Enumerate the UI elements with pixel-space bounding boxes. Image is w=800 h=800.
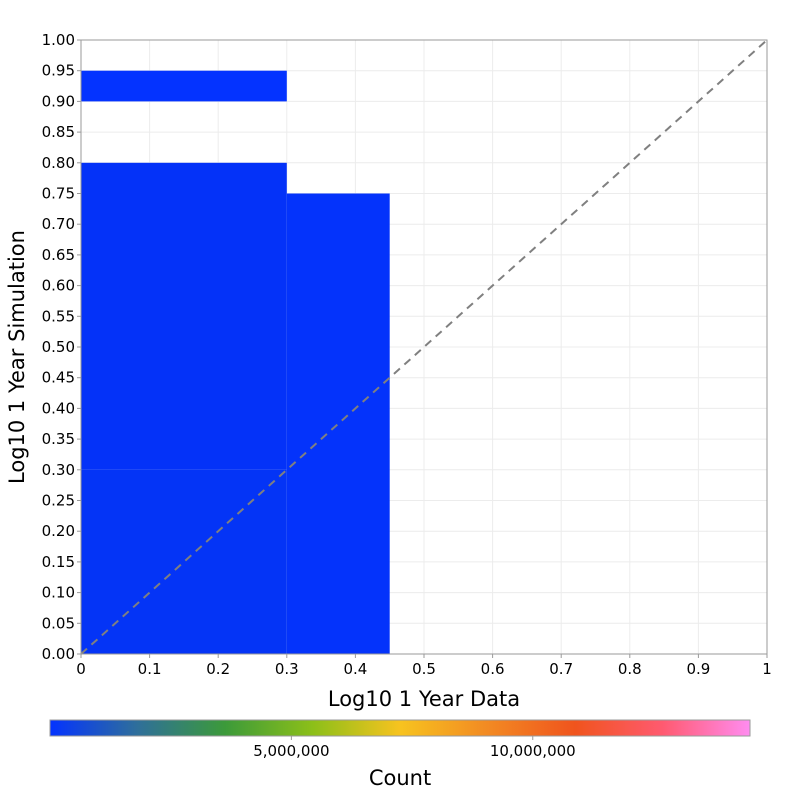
y-tick-label-14: 0.70 [42, 215, 75, 233]
x-tick-label-8: 0.8 [618, 660, 642, 678]
colorbar-label: Count [369, 766, 431, 790]
colorbar-tick-label-1: 10,000,000 [490, 742, 576, 760]
x-tick-label-7: 0.7 [549, 660, 573, 678]
x-tick-label-5: 0.5 [412, 660, 436, 678]
x-tick-label-9: 0.9 [686, 660, 710, 678]
x-axis-ticks: 0 0.1 0.2 0.3 0.4 0.5 0.6 0.7 0.8 0.9 1 [76, 654, 772, 678]
y-axis-ticks: 0.00 0.05 0.10 0.15 0.20 0.25 0.30 0.35 0.40 0.45… [42, 31, 81, 663]
colorbar-ticks: 5,000,000 10,000,000 [253, 736, 576, 760]
y-tick-label-6: 0.30 [42, 461, 75, 479]
y-tick-label-1: 0.05 [42, 614, 75, 632]
y-tick-label-5: 0.25 [42, 492, 75, 510]
y-axis-label: Log10 1 Year Simulation [5, 230, 29, 484]
x-axis-label: Log10 1 Year Data [328, 687, 520, 711]
y-tick-label-7: 0.35 [42, 430, 75, 448]
y-tick-label-20: 1.00 [42, 31, 75, 49]
colorbar-tick-label-0: 5,000,000 [253, 742, 329, 760]
y-tick-label-8: 0.40 [42, 399, 75, 417]
heatmap-bin-1 [81, 162, 287, 470]
x-tick-label-2: 0.2 [206, 660, 230, 678]
y-tick-label-11: 0.55 [42, 307, 75, 325]
y-tick-label-9: 0.45 [42, 369, 75, 387]
x-tick-label-10: 1 [762, 660, 772, 678]
x-tick-label-6: 0.6 [481, 660, 505, 678]
colorbar [49, 719, 751, 737]
y-tick-label-18: 0.90 [42, 92, 75, 110]
x-tick-label-0: 0 [76, 660, 86, 678]
heatmap-bin-0 [81, 70, 287, 102]
y-tick-label-15: 0.75 [42, 185, 75, 203]
y-tick-label-12: 0.60 [42, 277, 75, 295]
heatmap-bin-3 [286, 193, 390, 654]
y-tick-label-19: 0.95 [42, 62, 75, 80]
y-tick-label-13: 0.65 [42, 246, 75, 264]
y-tick-label-17: 0.85 [42, 123, 75, 141]
heatmap-bins [81, 70, 390, 654]
y-tick-label-2: 0.10 [42, 584, 75, 602]
y-tick-label-3: 0.15 [42, 553, 75, 571]
y-tick-label-10: 0.50 [42, 338, 75, 356]
y-tick-label-16: 0.80 [42, 154, 75, 172]
x-tick-label-1: 0.1 [138, 660, 162, 678]
x-tick-label-4: 0.4 [343, 660, 367, 678]
y-tick-label-4: 0.20 [42, 522, 75, 540]
y-tick-label-0: 0.00 [42, 645, 75, 663]
x-tick-label-3: 0.3 [275, 660, 299, 678]
